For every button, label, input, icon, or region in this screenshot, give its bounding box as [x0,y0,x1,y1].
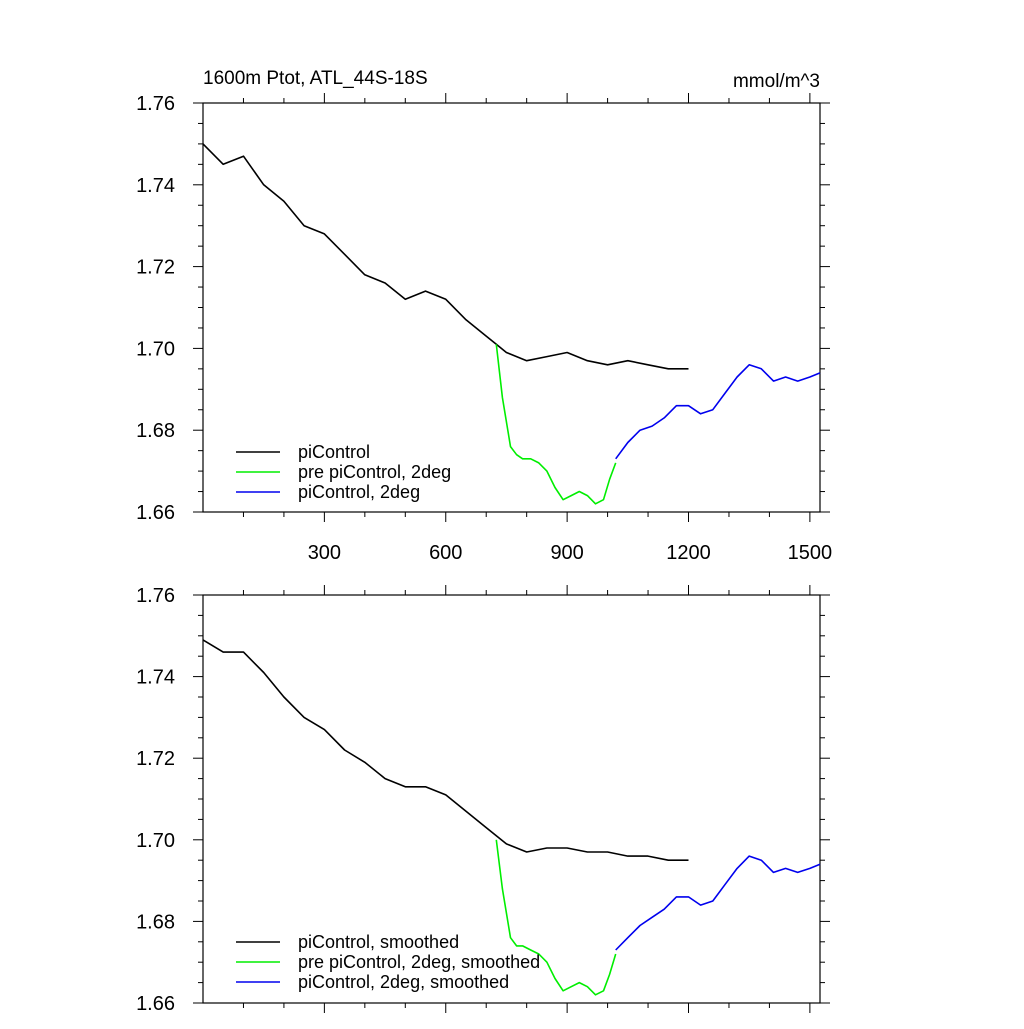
series-line-2 [615,363,821,460]
plot-frame [202,594,821,1004]
y-tick-label: 1.72 [136,748,175,770]
x-tick-label: 1500 [788,542,833,564]
legend-label: pre piControl, 2deg [298,462,451,482]
y-tick-label: 1.74 [136,175,175,197]
y-tick-label: 1.76 [136,585,175,607]
y-tick-label: 1.74 [136,667,175,689]
y-tick-label: 1.70 [136,338,175,360]
x-tick-label: 1200 [666,542,711,564]
plot-frame [202,102,821,513]
y-tick-label: 1.76 [136,93,175,115]
x-tick-label: 300 [308,542,341,564]
bottom-panel: 1.66 1.68 1.70 1.72 1.74 1.76 piControl, smoot… [136,585,830,1015]
series-line-2 [615,855,821,951]
x-tick-label: 900 [550,542,583,564]
y-tick-label: 1.66 [136,502,175,524]
legend-label: piControl, 2deg, smoothed [298,972,509,992]
series-line-0 [202,639,689,862]
legend-label: piControl, 2deg [298,482,420,502]
series-line-0 [202,143,689,370]
legend-label: pre piControl, 2deg, smoothed [298,952,540,972]
y-tick-label: 1.72 [136,257,175,279]
y-tick-label: 1.70 [136,830,175,852]
series-line-1 [495,839,617,996]
x-tick-label: 600 [429,542,462,564]
y-tick-label: 1.68 [136,420,175,442]
units-label: mmol/m^3 [733,71,820,92]
y-tick-label: 1.66 [136,993,175,1015]
legend-label: piControl, smoothed [298,932,459,952]
y-tick-label: 1.68 [136,911,175,933]
legend-label: piControl [298,442,370,462]
chart-title: 1600m Ptot, ATL_44S-18S [203,68,428,89]
series-line-1 [495,344,617,505]
top-panel: 1.66 1.68 1.70 1.72 1.74 1.76 300 600 900 1200 150… [136,93,832,564]
